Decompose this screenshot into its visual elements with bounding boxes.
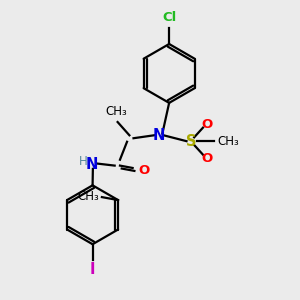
Text: CH₃: CH₃ [78,190,100,203]
Text: S: S [186,134,196,149]
Text: O: O [201,118,212,130]
Text: CH₃: CH₃ [218,135,239,148]
Text: I: I [90,262,95,278]
Text: H: H [79,155,87,168]
Text: N: N [153,128,165,143]
Text: CH₃: CH₃ [105,105,127,118]
Text: O: O [201,152,212,165]
Text: Cl: Cl [162,11,176,24]
Text: O: O [138,164,149,177]
Text: N: N [85,157,98,172]
